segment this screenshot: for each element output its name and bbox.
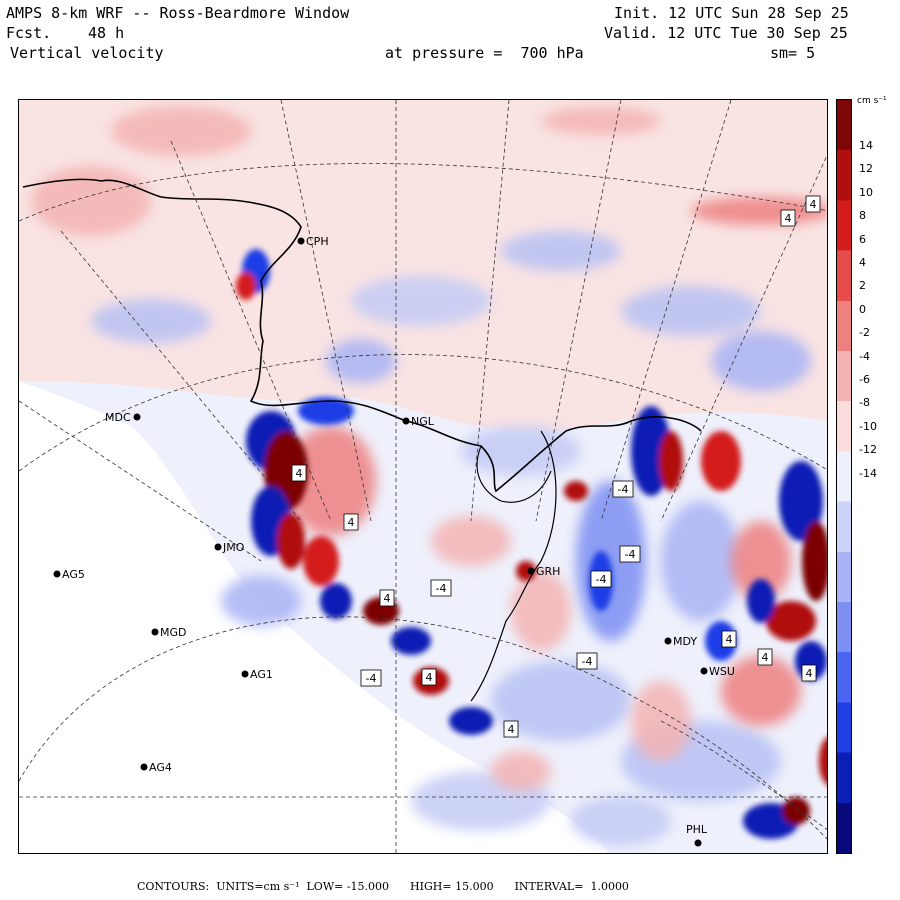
smoothing-value: sm= 5 [770,44,816,62]
units-label: UNITS=cm s⁻¹ [216,880,300,893]
contour-label: -4 [596,573,607,586]
contour-label: 4 [296,467,303,480]
contour-label: 4 [762,651,769,664]
contour-label-box [721,630,737,648]
contour-label-box [291,464,307,482]
station-markers: CPH MDC NGL JMO AG5 MGD AG1 AG4 GRH MDY WSU PHL [53,235,735,847]
station-marker [694,839,702,847]
contour-label-box [780,209,796,227]
station-marker [297,237,305,245]
contour-label: 4 [806,667,813,680]
station-label: GRH [536,565,560,578]
interval-value: INTERVAL= 1.0000 [514,880,629,893]
station-marker [140,763,148,771]
contour-label-box [379,589,395,607]
station-label: AG1 [250,668,273,681]
colorbar-tick-label: 4 [859,256,866,269]
contour-label: 4 [810,198,817,211]
contour-label: -4 [366,672,377,685]
contour-label: 4 [348,516,355,529]
forecast-hour: 48 h [88,24,125,42]
colorbar-tick-label: -8 [859,396,870,410]
low-value: LOW= -15.000 [306,880,390,893]
contour-label: -4 [582,655,593,668]
station-label: MDY [673,635,697,648]
contour-label-box [430,579,452,597]
colorbar-tick-label: 14 [859,139,873,152]
contour-label-box [503,720,519,738]
contour-label: -4 [618,483,629,496]
forecast-label: Fcst. [6,24,52,42]
colorbar-tick-label: 8 [859,209,866,223]
colorbar [836,99,852,854]
station-label: MGD [160,626,187,639]
contour-label-box [421,668,437,686]
colorbar-tick-label: -12 [859,443,877,457]
station-label: MDC [105,411,131,424]
contour-label: 4 [426,671,433,684]
station-label: AG5 [62,568,85,581]
colorbar-units: cm s⁻¹ [857,96,887,106]
colorbar-tick-label: 10 [859,185,873,199]
station-label: JMO [222,541,245,554]
station-marker [53,570,61,578]
contour-label-box [343,513,359,531]
station-marker [664,637,672,645]
field-name: Vertical velocity [10,44,164,62]
contour-label-box [360,669,382,687]
contour-labels: 4 4 4 4 -4 -4 -4 4 -4 -4 4 4 4 -4 4 4 [291,195,821,738]
contour-label: -4 [436,582,447,595]
high-value: HIGH= 15.000 [410,880,494,893]
pressure-level: at pressure = 700 hPa [385,44,584,62]
contour-label-box [801,664,817,682]
contour-label: 4 [384,592,391,605]
colorbar-tick-label: 6 [859,232,866,246]
station-marker [214,543,222,551]
contour-label: -4 [625,548,636,561]
contour-label: 4 [785,212,792,225]
station-label: NGL [411,415,435,428]
contour-label: 4 [726,633,733,646]
contour-label: 4 [508,723,515,736]
contour-info: CONTOURS: UNITS=cm s⁻¹ LOW= -15.000 HIGH… [137,880,629,893]
station-label: PHL [686,823,708,836]
contour-label-box [805,195,821,213]
init-time: Init. 12 UTC Sun 28 Sep 25 [614,4,849,22]
contour-label-box [619,545,641,563]
colorbar-tick-label: 2 [859,279,866,293]
colorbar-tick-label: -10 [859,419,877,433]
contour-label-box [612,480,634,498]
contour-label-box [590,570,612,588]
colorbar-tick-label: -6 [859,373,870,386]
station-label: AG4 [149,761,172,774]
station-label: CPH [306,235,329,248]
colorbar-tick-label: -14 [859,466,877,480]
colorbar-tick-label: -4 [859,349,870,363]
station-marker [527,567,535,575]
station-marker [133,413,141,421]
contours-label: CONTOURS: [137,880,210,893]
colorbar-tick-label: 12 [859,162,873,176]
station-label: WSU [709,665,735,678]
station-marker [700,667,708,675]
map-title: AMPS 8-km WRF -- Ross-Beardmore Window [6,4,350,22]
contour-label-box [757,648,773,666]
colorbar-tick-label: -2 [859,326,870,340]
contour-label-box [576,652,598,670]
station-marker [151,628,159,636]
valid-time: Valid. 12 UTC Tue 30 Sep 25 [604,24,848,42]
colorbar-tick-label: 0 [859,302,866,316]
station-marker [241,670,249,678]
station-marker [402,417,410,425]
